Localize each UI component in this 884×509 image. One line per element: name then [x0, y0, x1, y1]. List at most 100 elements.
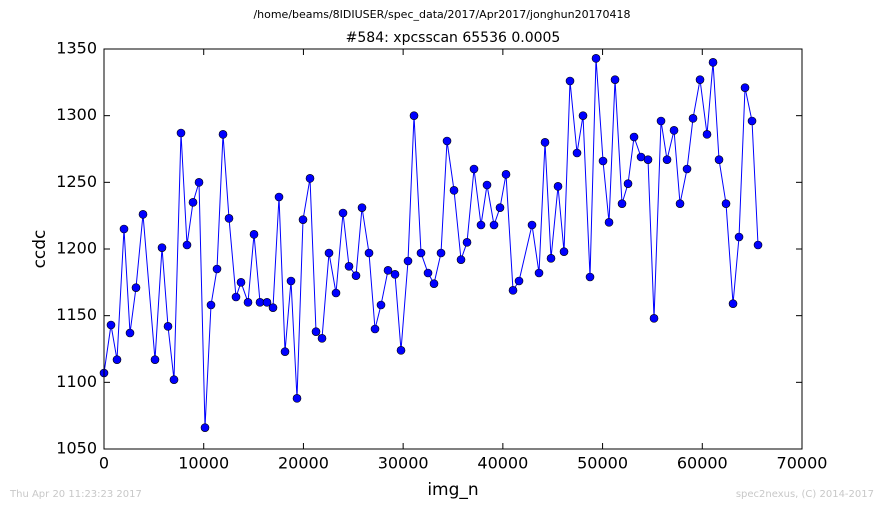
data-point	[527, 220, 537, 230]
data-point	[649, 314, 659, 323]
x-axis-label: img_n	[427, 480, 478, 500]
data-point	[224, 214, 234, 223]
data-point	[409, 111, 419, 120]
data-point	[157, 243, 167, 252]
data-point	[662, 155, 672, 164]
data-point	[675, 199, 685, 208]
y-axis-label: ccdc	[30, 230, 50, 269]
data-point	[540, 138, 550, 147]
data-point	[695, 75, 705, 84]
data-point	[559, 247, 569, 256]
data-point	[728, 299, 738, 308]
data-point	[218, 130, 228, 139]
data-point	[212, 264, 222, 274]
y-tick-label: 1050	[56, 439, 97, 458]
data-point	[305, 174, 315, 183]
data-point	[182, 240, 192, 250]
data-point	[623, 179, 633, 188]
footer-right: spec2nexus, (C) 2014-2017	[736, 489, 874, 500]
data-point	[753, 240, 763, 250]
x-tick-label: 0	[99, 454, 109, 473]
chart-title: #584: xpcsscan 65536 0.0005	[346, 30, 561, 46]
data-point	[236, 278, 246, 287]
data-point	[262, 298, 272, 307]
data-point	[436, 248, 446, 258]
data-point	[617, 199, 627, 208]
data-point	[669, 126, 679, 135]
data-point	[721, 199, 731, 208]
data-point	[629, 132, 639, 142]
data-point	[578, 111, 588, 120]
data-point	[119, 224, 129, 234]
data-point	[274, 192, 284, 202]
data-point	[734, 232, 744, 242]
data-point	[317, 334, 327, 343]
y-tick-label: 1150	[56, 305, 97, 324]
data-point	[125, 328, 135, 338]
data-point	[324, 248, 334, 258]
x-tick-label: 70000	[777, 454, 828, 473]
x-tick-label: 20000	[278, 454, 329, 473]
data-point	[311, 327, 321, 336]
data-point	[598, 156, 608, 166]
data-point	[338, 208, 348, 218]
data-point	[249, 230, 259, 239]
data-point	[565, 76, 575, 86]
data-point	[449, 186, 459, 195]
data-point	[456, 255, 466, 264]
data-point	[656, 116, 666, 126]
data-point	[423, 268, 433, 278]
data-point	[344, 262, 354, 271]
data-point	[169, 375, 179, 384]
data-point	[553, 182, 563, 191]
data-point	[298, 215, 308, 224]
data-point	[714, 155, 724, 164]
data-point	[286, 276, 296, 286]
data-point	[351, 271, 361, 280]
data-point	[572, 148, 582, 158]
data-point	[740, 83, 750, 92]
data-point	[292, 394, 302, 403]
data-point	[364, 248, 374, 258]
data-point	[702, 130, 712, 139]
data-point	[462, 238, 472, 247]
data-point	[370, 324, 380, 334]
data-point	[585, 272, 595, 282]
data-point	[383, 266, 393, 275]
x-tick-label: 10000	[178, 454, 229, 473]
data-point	[231, 292, 241, 302]
data-point	[688, 114, 698, 123]
data-point	[442, 136, 452, 146]
data-point	[708, 58, 718, 67]
data-point	[501, 170, 511, 179]
data-point	[268, 303, 278, 312]
data-point	[194, 178, 204, 187]
footer-left: Thu Apr 20 11:23:23 2017	[9, 489, 142, 500]
y-tick-label: 1100	[56, 372, 97, 391]
data-point	[591, 54, 601, 63]
y-tick-label: 1200	[56, 239, 97, 258]
data-point	[429, 279, 439, 288]
data-point	[280, 347, 290, 356]
data-point	[682, 164, 692, 174]
data-point	[390, 270, 400, 279]
data-point	[514, 276, 524, 286]
data-point	[476, 220, 486, 230]
data-point	[150, 355, 160, 364]
data-point	[163, 322, 173, 331]
plot-frame	[103, 48, 803, 450]
suptitle: /home/beams/8IDIUSER/spec_data/2017/Apr2…	[253, 8, 630, 21]
data-point	[331, 288, 341, 298]
data-point	[604, 218, 614, 227]
x-tick-label: 60000	[677, 454, 728, 473]
data-point	[508, 286, 518, 295]
data-point	[357, 203, 367, 212]
data-point	[469, 164, 479, 174]
data-point	[131, 283, 141, 292]
data-point	[495, 203, 505, 212]
data-point	[188, 198, 198, 207]
data-point	[206, 300, 216, 310]
data-point	[376, 300, 386, 310]
data-point	[403, 256, 413, 266]
data-point	[200, 423, 210, 432]
